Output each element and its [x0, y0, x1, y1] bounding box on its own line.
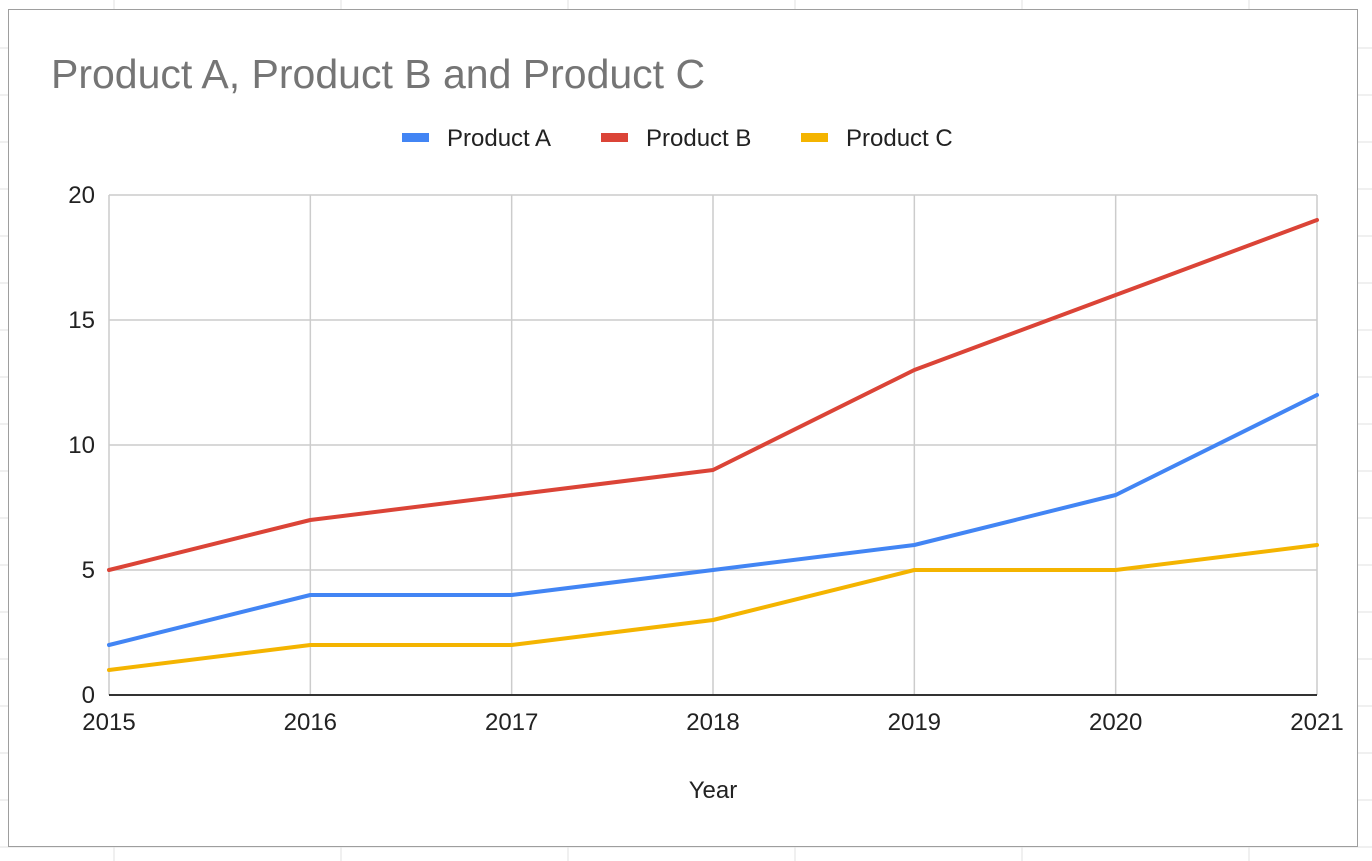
legend-swatch: [402, 133, 429, 142]
series-lines: [107, 218, 1319, 672]
x-axis-ticks: 2015 2016 2017 2018 2019 2020 2021: [82, 709, 1343, 736]
x-tick-label: 2021: [1290, 709, 1343, 736]
legend-item-product-a[interactable]: Product A: [402, 125, 551, 152]
x-tick-label: 2020: [1089, 709, 1142, 736]
x-tick-label: 2015: [82, 709, 135, 736]
legend-item-product-b[interactable]: Product B: [601, 125, 751, 152]
series-line-product-a[interactable]: [107, 393, 1319, 647]
chart-title: Product A, Product B and Product C: [51, 51, 705, 97]
x-tick-label: 2019: [888, 709, 941, 736]
series-line-product-c[interactable]: [107, 543, 1319, 672]
y-tick-label: 15: [68, 307, 95, 334]
x-tick-label: 2018: [686, 709, 739, 736]
series-line-product-b[interactable]: [107, 218, 1319, 572]
x-axis-title: Year: [689, 777, 738, 804]
y-tick-label: 5: [82, 557, 95, 584]
y-tick-label: 20: [68, 182, 95, 209]
legend-swatch: [601, 133, 628, 142]
chart-container[interactable]: [8, 9, 1358, 847]
legend-label: Product A: [447, 125, 551, 152]
legend-label: Product C: [846, 125, 953, 152]
y-axis-ticks: 0 5 10 15 20: [68, 182, 95, 709]
y-tick-label: 10: [68, 432, 95, 459]
legend-swatch: [801, 133, 828, 142]
legend-label: Product B: [646, 125, 751, 152]
legend-item-product-c[interactable]: Product C: [801, 125, 953, 152]
y-tick-label: 0: [82, 682, 95, 709]
x-tick-label: 2017: [485, 709, 538, 736]
x-tick-label: 2016: [284, 709, 337, 736]
legend[interactable]: Product A Product B Product C: [402, 125, 953, 152]
